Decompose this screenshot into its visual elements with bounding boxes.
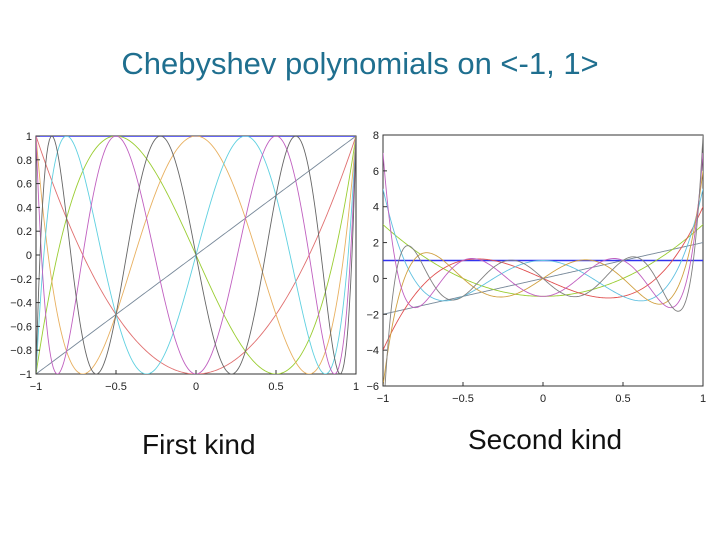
series-line-degree-4 xyxy=(383,188,703,302)
x-tick-label: 0.5 xyxy=(268,381,283,393)
x-tick-label: 1 xyxy=(353,381,359,393)
y-tick-label: 0 xyxy=(26,250,32,262)
y-tick-label: 0.8 xyxy=(17,155,32,167)
x-tick-label: 0.5 xyxy=(615,393,630,405)
y-tick-label: 0.2 xyxy=(17,226,32,238)
slide-title: Chebyshev polynomials on <-1, 1> xyxy=(121,46,599,81)
x-tick-label: −1 xyxy=(377,393,390,405)
series-line-degree-6 xyxy=(383,152,703,309)
y-tick-label: −2 xyxy=(366,309,379,321)
series-line-degree-7 xyxy=(36,136,356,374)
y-tick-label: 8 xyxy=(373,130,379,142)
y-tick-label: −0.6 xyxy=(10,321,32,333)
y-tick-label: 0.6 xyxy=(17,179,32,191)
x-tick-label: 0 xyxy=(540,393,546,405)
y-tick-label: −1 xyxy=(19,369,32,381)
y-tick-label: −0.2 xyxy=(10,274,32,286)
series-line-degree-2 xyxy=(36,136,356,374)
x-tick-label: −0.5 xyxy=(105,381,127,393)
series-line-degree-7 xyxy=(384,135,703,386)
series-line-degree-6 xyxy=(36,136,356,374)
caption-second-kind: Second kind xyxy=(468,424,623,455)
x-tick-label: 1 xyxy=(700,393,706,405)
x-tick-label: −0.5 xyxy=(452,393,474,405)
chart-second-kind: −1 −0.5 0 0.5 1 −6 −4 −2 0 2 4 6 8 xyxy=(366,130,706,405)
series-line-degree-4 xyxy=(36,136,356,374)
y-tick-label: 1 xyxy=(26,131,32,143)
y-tick-label: −6 xyxy=(366,381,379,393)
y-tick-label: −0.8 xyxy=(10,345,32,357)
caption-first-kind: First kind xyxy=(142,429,256,460)
y-tick-label: 0 xyxy=(373,273,379,285)
y-tick-label: −0.4 xyxy=(10,298,32,310)
y-tick-label: 2 xyxy=(373,238,379,250)
y-tick-label: −4 xyxy=(366,345,379,357)
y-tick-label: 0.4 xyxy=(17,202,32,214)
y-tick-label: 6 xyxy=(373,166,379,178)
x-tick-label: 0 xyxy=(193,381,199,393)
x-tick-label: −1 xyxy=(30,381,43,393)
y-tick-label: 4 xyxy=(373,202,379,214)
chart-first-kind: −1 −0.5 0 0.5 1 −1 −0.8 −0.6 −0.4 −0.2 0 0.2 0.4 0.6 0… xyxy=(10,131,359,393)
